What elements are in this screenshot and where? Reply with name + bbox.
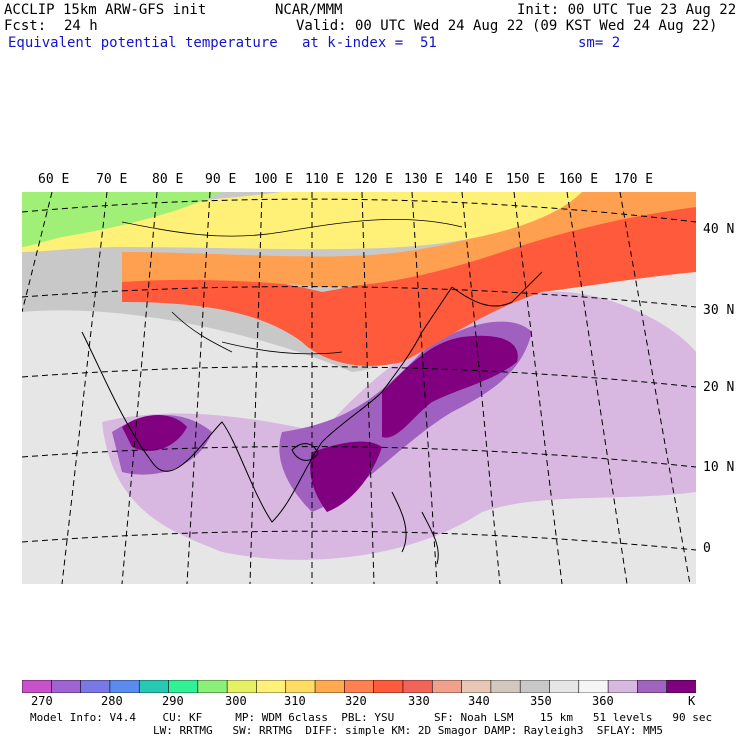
colorbar-label-340: 340	[468, 694, 490, 708]
colorbar-cell	[549, 680, 580, 693]
colorbar-cell	[22, 680, 53, 693]
lat-label-20n: 20 N	[703, 380, 735, 395]
colorbar-cell	[256, 680, 287, 693]
lon-label-130e: 130 E	[404, 172, 444, 187]
forecast-hours: 24 h	[64, 18, 98, 34]
colorbar-cell	[461, 680, 492, 693]
colorbar-cell	[80, 680, 111, 693]
colorbar-cell	[431, 680, 463, 693]
graticule-meridians	[22, 192, 691, 584]
colorbar-label-290: 290	[162, 694, 184, 708]
theta-e-map	[22, 192, 696, 584]
forecast-label: Fcst:	[4, 18, 47, 34]
lat-label-0: 0	[703, 541, 711, 556]
lon-label-100e: 100 E	[254, 172, 294, 187]
orange-band	[122, 192, 696, 287]
coastlines	[81, 271, 543, 565]
colorbar-label-270: 270	[31, 694, 53, 708]
lon-label-120e: 120 E	[354, 172, 394, 187]
model-info-line2: LW: RRTMG SW: RRTMG DIFF: simple KM: 2D …	[153, 724, 663, 737]
colorbar-label-330: 330	[408, 694, 430, 708]
colorbar-cell	[578, 680, 609, 693]
colorbar-cell	[637, 680, 668, 693]
init-time: Init: 00 UTC Tue 23 Aug 22	[517, 2, 737, 18]
graticule-parallels	[22, 198, 696, 551]
colorbar	[22, 680, 696, 693]
colorbar-cell	[402, 680, 434, 693]
colorbar-cell	[226, 680, 258, 693]
colorbar-cell	[314, 680, 346, 693]
colorbar-cell	[519, 680, 551, 693]
dark-purple-region-2	[382, 335, 518, 438]
colorbar-label-360: 360	[592, 694, 614, 708]
lon-label-160e: 160 E	[559, 172, 599, 187]
lat-label-10n: 10 N	[703, 460, 735, 475]
colorbar-label-310: 310	[284, 694, 306, 708]
model-title: ACCLIP 15km ARW-GFS init	[4, 2, 207, 18]
colorbar-cell	[490, 680, 521, 693]
lat-label-30n: 30 N	[703, 303, 735, 318]
colorbar-cell	[666, 680, 696, 693]
colorbar-cell	[109, 680, 141, 693]
smoothing-info: sm= 2	[578, 35, 621, 51]
center-name: NCAR/MMM	[275, 2, 343, 18]
level-info: at k-index = 51	[302, 35, 437, 51]
field-name: Equivalent potential temperature	[8, 35, 278, 51]
colorbar-cell	[138, 680, 170, 693]
lon-label-90e: 90 E	[205, 172, 237, 187]
colorbar-cell	[285, 680, 316, 693]
lon-label-80e: 80 E	[152, 172, 184, 187]
colorbar-cell	[168, 680, 199, 693]
colorbar-label-350: 350	[530, 694, 552, 708]
colorbar-cell	[607, 680, 639, 693]
lon-label-110e: 110 E	[305, 172, 345, 187]
valid-time: Valid: 00 UTC Wed 24 Aug 22 (09 KST Wed …	[296, 18, 718, 34]
lon-label-140e: 140 E	[454, 172, 494, 187]
colorbar-unit-label: K	[688, 694, 696, 708]
colorbar-label-280: 280	[101, 694, 123, 708]
borders	[121, 218, 463, 355]
colorbar-cell	[373, 680, 404, 693]
dark-purple-region-3	[310, 441, 382, 512]
colorbar-label-320: 320	[345, 694, 367, 708]
colorbar-cell	[197, 680, 228, 693]
green-region	[22, 192, 222, 247]
lat-label-40n: 40 N	[703, 222, 735, 237]
colorbar-cell	[344, 680, 375, 693]
colorbar-cell	[50, 680, 82, 693]
lon-label-150e: 150 E	[506, 172, 546, 187]
lon-label-70e: 70 E	[96, 172, 128, 187]
lon-label-170e: 170 E	[614, 172, 654, 187]
orange-red-band	[122, 207, 696, 366]
model-info-line1: Model Info: V4.4 CU: KF MP: WDM 6class P…	[30, 711, 713, 724]
lon-label-60e: 60 E	[38, 172, 70, 187]
colorbar-label-300: 300	[225, 694, 247, 708]
